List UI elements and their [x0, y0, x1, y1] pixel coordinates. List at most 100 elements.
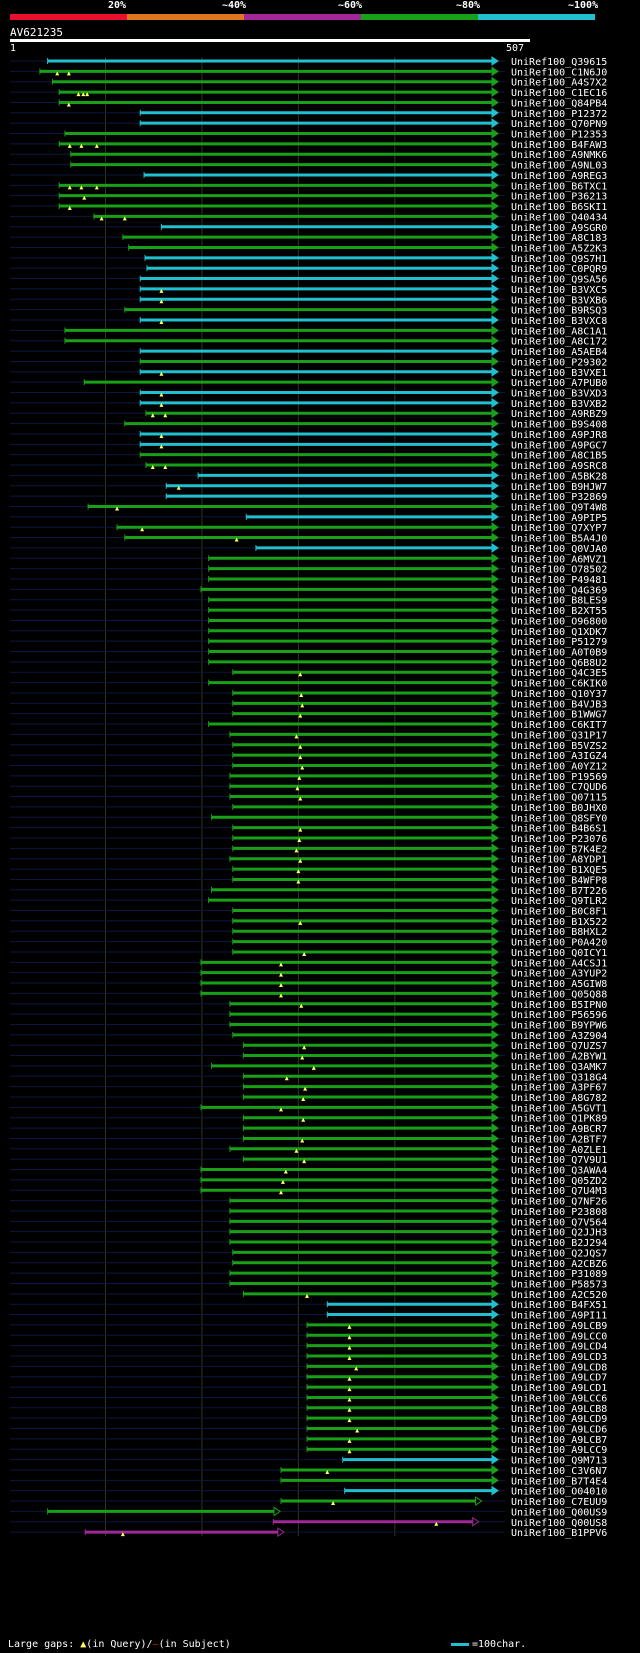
hit-end-arrow: [491, 252, 499, 263]
query-gap-marker: [305, 1293, 310, 1298]
query-gap-marker: [79, 185, 84, 190]
hit-label: UniRef100_C0PQR9: [511, 264, 607, 275]
hit-label: UniRef100_A9LCC0: [511, 1331, 607, 1342]
hit-end-arrow: [491, 138, 499, 149]
scale-swatch-icon: [451, 1642, 469, 1646]
hit-end-arrow: [491, 283, 499, 294]
hit-label: UniRef100_C7QUD6: [511, 782, 607, 793]
query-gap-marker: [159, 433, 164, 438]
hit-end-arrow: [491, 304, 499, 315]
query-gap-marker: [159, 444, 164, 449]
query-gap-marker: [295, 786, 300, 791]
hit-label: UniRef100_Q7UZS7: [511, 1041, 607, 1052]
hit-end-arrow: [491, 584, 499, 595]
hit-end-arrow: [491, 770, 499, 781]
hit-label: UniRef100_Q7XYP7: [511, 523, 607, 534]
hit-end-arrow: [491, 1029, 499, 1040]
hit-end-arrow: [491, 1226, 499, 1237]
query-gap-marker: [347, 1407, 352, 1412]
hit-end-arrow: [491, 159, 499, 170]
hit-end-arrow: [491, 56, 499, 66]
query-gap-marker: [299, 692, 304, 697]
hit-label: UniRef100_A9LCD7: [511, 1373, 607, 1384]
legend-swatch-5: [478, 14, 595, 20]
query-gap-marker: [294, 848, 299, 853]
hit-end-arrow: [491, 1361, 499, 1372]
hit-end-arrow: [491, 978, 499, 988]
hit-label: UniRef100_Q4C3E5: [511, 668, 607, 679]
hit-label: UniRef100_A2CBZ6: [511, 1259, 607, 1270]
hit-end-arrow: [491, 1475, 499, 1486]
query-gap-marker: [301, 1117, 306, 1122]
hit-end-arrow: [491, 128, 499, 139]
hit-end-arrow: [491, 1081, 499, 1092]
hit-end-arrow: [491, 87, 499, 98]
hit-label: UniRef100_A3YUP2: [511, 969, 607, 980]
hit-label: UniRef100_P56596: [511, 1010, 607, 1021]
hit-end-arrow: [491, 729, 499, 740]
hit-label: UniRef100_A5GIW8: [511, 979, 607, 990]
query-gap-marker: [66, 71, 71, 76]
hit-end-arrow: [491, 1268, 499, 1279]
hit-label: UniRef100_B4FX51: [511, 1300, 607, 1311]
query-gap-marker: [159, 392, 164, 397]
hit-label: UniRef100_B3VXB6: [511, 295, 607, 306]
hit-end-arrow: [491, 1278, 499, 1289]
hit-label: UniRef100_A9LCC6: [511, 1393, 607, 1404]
hit-label: UniRef100_A5GVT1: [511, 1103, 607, 1114]
hit-end-arrow: [491, 1319, 499, 1330]
query-gap-marker: [159, 320, 164, 324]
query-gap-marker: [279, 1190, 284, 1195]
hit-label: UniRef100_Q07115: [511, 793, 607, 804]
hit-end-arrow: [491, 1485, 499, 1496]
hit-label: UniRef100_C6KIK0: [511, 679, 607, 690]
hit-label: UniRef100_B1WWG7: [511, 710, 607, 721]
hit-label: UniRef100_Q7U4M3: [511, 1186, 607, 1197]
query-gap-marker: [298, 672, 303, 677]
query-gap-marker: [347, 1397, 352, 1402]
gap-legend: Large gaps: ▲(in Query)/—(in Subject): [8, 1639, 231, 1650]
hit-label: UniRef100_A9NMK6: [511, 150, 607, 161]
hit-end-arrow: [491, 563, 499, 574]
hit-end-arrow: [472, 1516, 480, 1527]
hit-end-arrow: [491, 66, 499, 77]
hit-label: UniRef100_Q3AWA4: [511, 1166, 607, 1177]
hit-end-arrow: [491, 656, 499, 667]
query-gap-marker: [94, 143, 99, 148]
query-gap-marker: [163, 413, 168, 418]
hit-end-arrow: [491, 1060, 499, 1071]
query-gap-marker: [297, 775, 302, 780]
hit-end-arrow: [491, 470, 499, 481]
query-gap-marker: [150, 465, 155, 470]
hit-label: UniRef100_Q7V9U1: [511, 1155, 607, 1166]
hit-label: UniRef100_B3VXD3: [511, 389, 607, 400]
hit-end-arrow: [491, 460, 499, 470]
query-gap-marker: [354, 1366, 359, 1371]
hit-end-arrow: [491, 988, 499, 999]
hit-label: UniRef100_C1EC16: [511, 88, 607, 99]
hit-end-arrow: [491, 377, 499, 388]
hit-label: UniRef100_Q40434: [511, 212, 607, 223]
hit-label: UniRef100_A9SRC8: [511, 461, 607, 472]
hit-label: UniRef100_P12372: [511, 109, 607, 120]
hit-label: UniRef100_Q9SA56: [511, 275, 607, 286]
hit-end-arrow: [491, 107, 499, 118]
hit-label: UniRef100_A5Z2K3: [511, 243, 607, 254]
hit-label: UniRef100_Q00US8: [511, 1518, 607, 1529]
hit-end-arrow: [491, 615, 499, 626]
query-gap-marker: [298, 858, 303, 863]
hit-label: UniRef100_A9NL03: [511, 161, 607, 172]
hit-end-arrow: [491, 781, 499, 792]
query-gap-marker: [347, 1449, 352, 1454]
hit-end-arrow: [491, 346, 499, 357]
hit-label: UniRef100_A4S7X2: [511, 78, 607, 89]
query-gap-marker: [159, 288, 164, 293]
hit-label: UniRef100_Q9S7H1: [511, 254, 607, 265]
query-gap-marker: [347, 1387, 352, 1392]
hit-label: UniRef100_B5A4J0: [511, 534, 607, 545]
hit-label: UniRef100_P19569: [511, 772, 607, 783]
hit-end-arrow: [491, 232, 499, 243]
query-gap-marker: [122, 216, 127, 221]
hit-end-arrow: [475, 1496, 483, 1506]
